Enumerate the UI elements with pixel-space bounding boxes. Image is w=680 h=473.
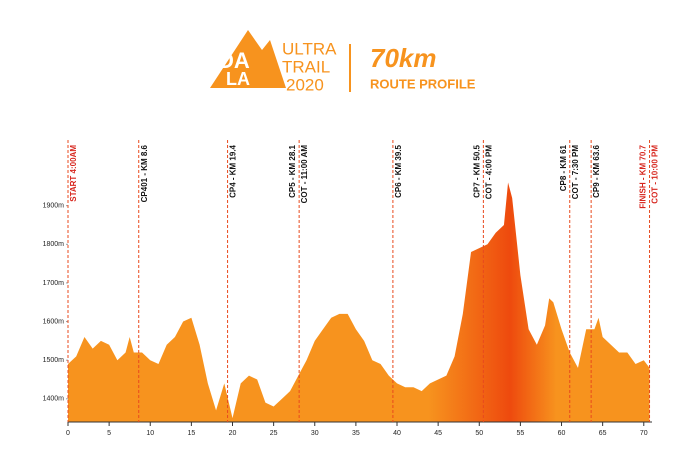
checkpoint-label: CP7 - KM 50.5 [472,144,481,197]
checkpoint-label: COT - 7:30 PM [571,145,580,200]
x-tick-label: 10 [146,430,154,437]
logo-text: TRAIL [282,57,330,76]
x-tick-label: 65 [599,430,607,437]
y-tick-label: 1500m [43,357,65,364]
x-tick-label: 70 [640,430,648,437]
x-tick-label: 40 [393,430,401,437]
checkpoint-label: CP5 - KM 28.1 [288,144,297,197]
checkpoint-label: CP6 - KM 39.5 [394,144,403,197]
y-tick-label: 1700m [43,280,65,287]
x-tick-label: 0 [66,430,70,437]
y-tick-label: 1800m [43,241,65,248]
elevation-area [68,182,650,422]
checkpoint-label: COT - 11:00 AM [300,145,309,204]
logo-letters: DA [218,48,250,73]
y-tick-label: 1600m [43,318,65,325]
logo-mountain [210,30,286,88]
x-tick-label: 35 [352,430,360,437]
x-tick-label: 50 [475,430,483,437]
checkpoint-label: START 4:00AM [69,145,78,202]
x-tick-label: 25 [270,430,278,437]
y-tick-label: 1900m [43,203,65,210]
x-tick-label: 60 [558,430,566,437]
checkpoint-label: CP9 - KM 63.6 [592,144,601,197]
distance: 70km [370,43,437,73]
checkpoint-label: CP8 - KM 61 [559,144,568,191]
logo-letters: LA [226,69,250,89]
x-tick-label: 30 [311,430,319,437]
x-tick-label: 5 [107,430,111,437]
logo-text: ULTRA [282,39,337,58]
x-tick-label: 15 [187,430,195,437]
logo-text: 2020 [286,75,324,94]
x-tick-label: 55 [516,430,524,437]
x-tick-label: 20 [229,430,237,437]
checkpoint-label: CP4 - KM 19.4 [229,144,238,197]
subtitle: ROUTE PROFILE [370,76,476,91]
y-tick-label: 1400m [43,396,65,403]
checkpoint-label: CP401 - KM 8.6 [140,144,149,202]
checkpoint-label: COT - 4:00 PM [484,145,493,200]
x-tick-label: 45 [434,430,442,437]
checkpoint-label: FINISH - KM 70.7 [639,144,648,208]
checkpoint-label: COT - 10:00 PM [651,145,660,204]
logo: DA LA ULTRA TRAIL 2020 70km ROUTE PROFIL… [210,30,476,94]
